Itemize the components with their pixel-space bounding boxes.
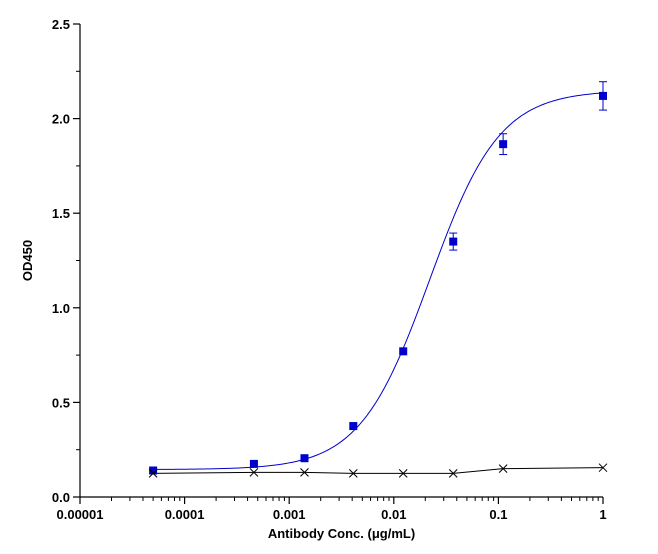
data-point-x-stroke	[498, 464, 508, 473]
data-point-square	[449, 237, 458, 246]
data-point-x	[498, 464, 508, 473]
y-tick-label: 0.5	[52, 395, 70, 410]
x-tick-label: 0.0001	[165, 507, 205, 522]
data-point-square	[499, 140, 508, 149]
data-point-square	[249, 459, 258, 468]
data-point-square	[599, 91, 607, 100]
x-tick-label: 0.00001	[57, 507, 104, 522]
y-tick-label: 0.0	[52, 490, 70, 505]
x-tick-label: 1	[599, 507, 606, 522]
y-axis-title: OD450	[20, 240, 35, 281]
y-tick-label: 2.5	[52, 17, 70, 32]
data-point-x	[448, 468, 458, 478]
data-point-square	[149, 466, 158, 475]
y-tick-label: 1.5	[52, 206, 70, 221]
data-point-square	[399, 347, 408, 356]
data-point-x-stroke	[598, 463, 608, 473]
y-tick-label: 1.0	[52, 301, 70, 316]
data-point-x	[398, 468, 408, 478]
data-point-x	[249, 468, 259, 477]
x-tick-label: 0.1	[489, 507, 507, 522]
data-point-x-stroke	[448, 468, 458, 478]
axes: 0.0 0.5 1.0 1.5 2.0 2.5 0.00001 0.0001 0.001 0.01…	[20, 17, 607, 541]
fit-curves	[153, 92, 604, 474]
data-point-square	[300, 454, 309, 463]
data-markers	[148, 81, 608, 478]
data-point-x	[300, 468, 309, 477]
fit-curve-series-1	[153, 92, 604, 470]
x-tick-label: 0.01	[381, 507, 406, 522]
line-series-2	[153, 467, 604, 474]
data-point-x-stroke	[398, 468, 408, 478]
data-point-x	[598, 463, 608, 473]
data-point-x	[348, 468, 358, 478]
x-tick-label: 0.001	[273, 507, 306, 522]
data-point-x-stroke	[348, 468, 358, 478]
data-point-x	[148, 468, 158, 478]
y-tick-label: 2.0	[52, 112, 70, 127]
data-point-x-stroke	[148, 468, 158, 478]
data-point-x-stroke	[300, 468, 309, 477]
x-axis-title: Antibody Conc. (μg/mL)	[268, 526, 415, 541]
data-point-x-stroke	[249, 468, 259, 477]
data-point-square	[349, 422, 358, 431]
